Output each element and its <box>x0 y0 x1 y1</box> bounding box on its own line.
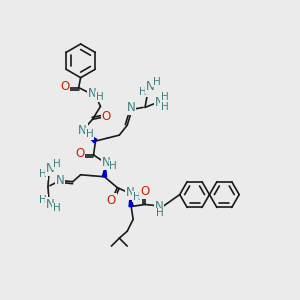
Text: N: N <box>127 101 136 114</box>
Polygon shape <box>85 132 97 143</box>
Text: N: N <box>154 96 163 109</box>
Text: N: N <box>102 156 111 170</box>
Polygon shape <box>102 166 106 177</box>
Text: H: H <box>156 208 164 218</box>
Text: H: H <box>86 129 93 139</box>
Text: N: N <box>146 80 154 93</box>
Text: H: H <box>153 76 161 87</box>
Text: H: H <box>39 169 47 179</box>
Text: H: H <box>161 102 169 112</box>
Text: H: H <box>110 161 117 171</box>
Text: H: H <box>53 159 61 169</box>
Text: H: H <box>39 194 47 205</box>
Text: N: N <box>126 186 135 199</box>
Text: O: O <box>75 148 84 160</box>
Text: O: O <box>107 194 116 207</box>
Text: H: H <box>96 92 103 101</box>
Text: O: O <box>102 110 111 123</box>
Text: N: N <box>88 87 97 100</box>
Text: H: H <box>53 203 61 214</box>
Text: O: O <box>60 80 69 93</box>
Text: H: H <box>161 92 169 101</box>
Text: H: H <box>139 86 147 97</box>
Text: N: N <box>154 200 163 213</box>
Text: N: N <box>46 162 54 175</box>
Text: N: N <box>56 174 64 187</box>
Text: O: O <box>140 185 150 198</box>
Text: H: H <box>133 192 141 202</box>
Polygon shape <box>129 196 133 207</box>
Text: N: N <box>46 198 54 211</box>
Text: N: N <box>78 124 87 137</box>
